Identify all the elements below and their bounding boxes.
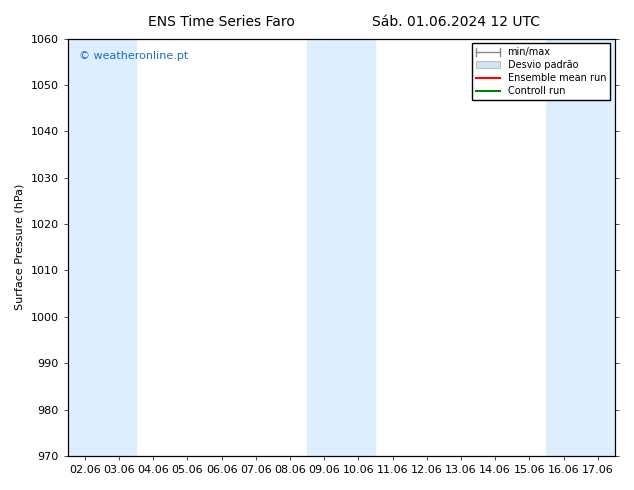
Bar bbox=[581, 39, 615, 456]
Text: Sáb. 01.06.2024 12 UTC: Sáb. 01.06.2024 12 UTC bbox=[373, 15, 540, 29]
Y-axis label: Surface Pressure (hPa): Surface Pressure (hPa) bbox=[15, 184, 25, 311]
Text: ENS Time Series Faro: ENS Time Series Faro bbox=[148, 15, 295, 29]
Bar bbox=[307, 39, 341, 456]
Bar bbox=[341, 39, 375, 456]
Bar bbox=[68, 39, 102, 456]
Legend: min/max, Desvio padrão, Ensemble mean run, Controll run: min/max, Desvio padrão, Ensemble mean ru… bbox=[472, 44, 610, 100]
Bar bbox=[102, 39, 136, 456]
Bar bbox=[547, 39, 581, 456]
Text: © weatheronline.pt: © weatheronline.pt bbox=[79, 51, 188, 61]
